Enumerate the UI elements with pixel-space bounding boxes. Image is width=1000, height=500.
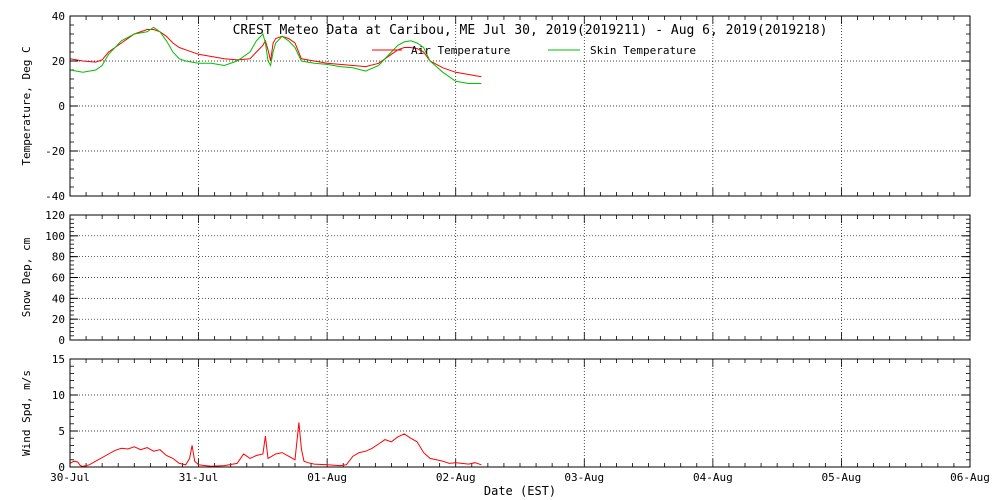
y-tick-label: 80 xyxy=(52,251,65,264)
y-tick-label: 0 xyxy=(58,334,65,347)
y-tick-label: 0 xyxy=(58,100,65,113)
y-axis-label: Wind Spd, m/s xyxy=(20,370,33,456)
y-axis-label: Temperature, Deg C xyxy=(20,46,33,165)
x-tick-label: 02-Aug xyxy=(436,471,476,484)
chart-title: CREST Meteo Data at Caribou, ME Jul 30, … xyxy=(233,23,828,38)
series-line-air-temperature xyxy=(69,29,482,78)
y-tick-label: 15 xyxy=(52,353,65,366)
y-tick-label: 10 xyxy=(52,389,65,402)
y-tick-label: 40 xyxy=(52,10,65,23)
temperature-panel: -40 -20 0 20 40 Temperature, Deg C Air Tempera… xyxy=(20,10,971,203)
y-tick-label: 5 xyxy=(58,425,65,438)
plot-frame xyxy=(69,15,971,197)
x-tick-label: 31-Jul xyxy=(179,471,219,484)
y-tick-label: 100 xyxy=(45,230,65,243)
y-tick-label: 20 xyxy=(52,55,65,68)
snow-depth-panel: 0 20 40 60 80 100 120 Snow Dep, cm xyxy=(20,209,971,347)
x-tick-label: 05-Aug xyxy=(822,471,862,484)
x-tick-label: 04-Aug xyxy=(693,471,733,484)
y-tick-label: 20 xyxy=(52,313,65,326)
x-tick-label: 06-Aug xyxy=(950,471,990,484)
y-tick-label: -20 xyxy=(45,145,65,158)
plot-frame xyxy=(69,214,971,341)
legend-label: Skin Temperature xyxy=(590,44,696,57)
x-tick-label: 01-Aug xyxy=(307,471,347,484)
y-tick-label: 0 xyxy=(58,461,65,474)
x-tick-label: 30-Jul xyxy=(50,471,90,484)
y-tick-label: 120 xyxy=(45,209,65,222)
y-tick-label: 60 xyxy=(52,272,65,285)
series-line-0 xyxy=(69,422,482,467)
legend-label: Air Temperature xyxy=(411,44,510,57)
plot-frame xyxy=(69,358,971,468)
x-tick-label: 03-Aug xyxy=(564,471,604,484)
y-tick-label: -40 xyxy=(45,190,65,203)
y-tick-label: 40 xyxy=(52,292,65,305)
y-axis-label: Snow Dep, cm xyxy=(20,237,33,317)
series-line-skin-temperature xyxy=(69,26,482,84)
x-axis-label: Date (EST) xyxy=(484,484,556,498)
wind-speed-panel: 0 5 10 15 Wind Spd, m/s xyxy=(20,353,971,474)
